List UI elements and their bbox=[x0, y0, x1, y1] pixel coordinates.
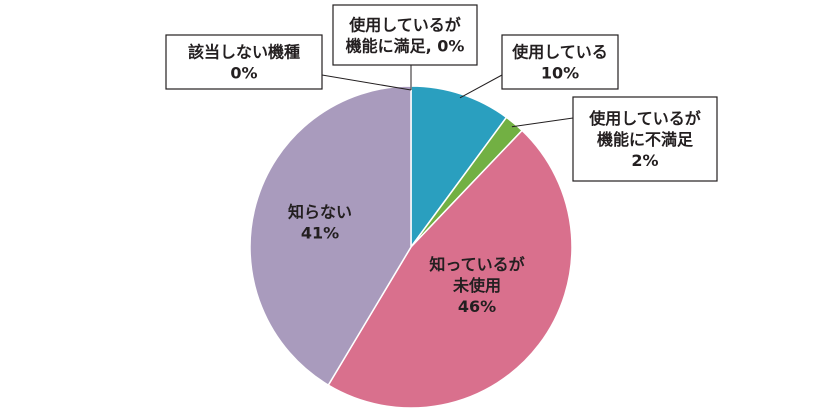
slice-label-used_satisfied-line-0: 使用しているが bbox=[348, 16, 461, 35]
callout-box-not_applicable bbox=[165, 34, 323, 90]
callout-box-used_satisfied bbox=[332, 4, 478, 66]
leader-line-not_applicable bbox=[321, 74, 412, 91]
slice-label-used_unsatisfied-line-1: 機能に不満足 bbox=[597, 130, 694, 149]
pie-slice-known_unused bbox=[327, 129, 573, 409]
slice-label-not_applicable-line-1: 0% bbox=[230, 64, 257, 83]
leader-line-used bbox=[459, 74, 503, 99]
callout-box-used_unsatisfied bbox=[572, 96, 718, 182]
slice-label-used-line-0: 使用している bbox=[511, 43, 608, 62]
leader-lines bbox=[321, 65, 574, 128]
slice-label-known_unused-line-0: 知っているが bbox=[429, 255, 524, 274]
slice-label-used_unsatisfied-line-0: 使用しているが bbox=[588, 109, 701, 128]
slice-label-unknown-line-1: 41% bbox=[301, 224, 339, 243]
slice-label-not_applicable-line-0: 該当しない機種 bbox=[188, 43, 300, 62]
slice-label-used_satisfied-line-1: 機能に満足, 0% bbox=[346, 37, 465, 56]
slice-label-unknown-line-0: 知らない bbox=[288, 203, 352, 222]
pie-slices bbox=[249, 85, 573, 409]
slice-label-used-line-1: 10% bbox=[541, 64, 579, 83]
slice-label-known_unused-line-2: 46% bbox=[458, 297, 496, 316]
slice-label-known_unused-line-1: 未使用 bbox=[452, 276, 501, 295]
leader-line-used_unsatisfied bbox=[511, 117, 574, 128]
pie-slice-unknown bbox=[249, 85, 412, 387]
callout-box-used bbox=[501, 34, 619, 90]
slice-label-used_unsatisfied-line-2: 2% bbox=[631, 151, 658, 170]
pie-slice-used bbox=[410, 85, 508, 250]
